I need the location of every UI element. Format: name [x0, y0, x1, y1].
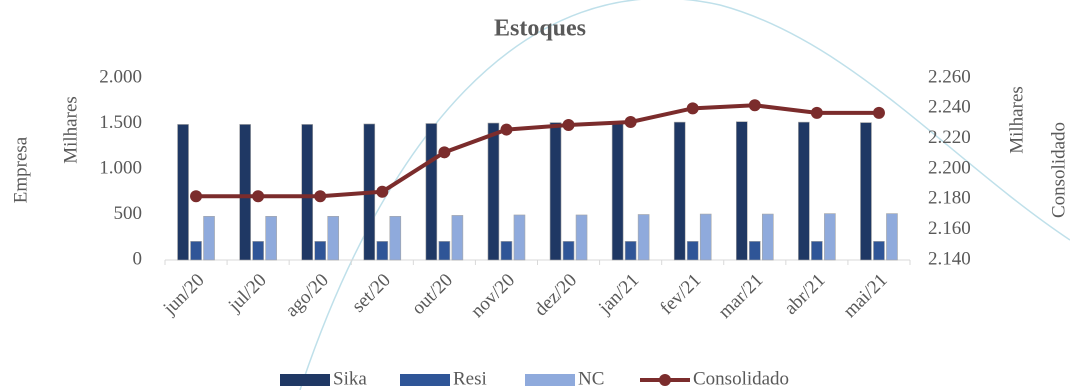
x-tick-label: ago/20 [281, 270, 332, 321]
legend-swatch [659, 374, 671, 386]
bar [748, 241, 761, 261]
x-tick-label: nov/20 [467, 270, 519, 322]
bar [798, 121, 810, 261]
legend-label: Sika [333, 368, 367, 389]
line-marker [252, 190, 265, 203]
bar [860, 122, 872, 261]
y2-unit-label: Milhares [1006, 86, 1027, 154]
bar [624, 241, 637, 261]
bar [686, 241, 699, 261]
bar [389, 216, 402, 261]
bar [487, 122, 500, 261]
y-tick-label: 0 [133, 248, 143, 269]
x-tick-label: abr/21 [780, 270, 829, 319]
bar [513, 214, 526, 261]
x-tick-label: mai/21 [839, 270, 891, 322]
bar [673, 121, 686, 261]
bar [637, 214, 650, 261]
y2-tick-label: 2.200 [928, 157, 971, 178]
bar [376, 241, 389, 261]
bar [252, 241, 264, 261]
legend-swatch [280, 374, 330, 386]
y2-tick-label: 2.140 [928, 248, 971, 269]
x-tick-label: dez/20 [530, 270, 581, 321]
y2-tick-label: 2.220 [928, 127, 971, 148]
bar [239, 124, 251, 261]
bar [500, 241, 513, 261]
bar [425, 123, 438, 261]
y2-tick-label: 2.240 [928, 97, 971, 118]
y2-tick-label: 2.260 [928, 66, 971, 87]
x-tick-label: jul/20 [224, 270, 271, 317]
x-tick-label: fev/21 [656, 270, 705, 319]
bar [301, 124, 314, 261]
y-axis-label: Empresa [10, 136, 31, 203]
y2-axis-label: Consolidado [1048, 122, 1069, 218]
bar [314, 241, 327, 261]
bar [735, 121, 748, 261]
y2-tick-label: 2.160 [928, 218, 971, 239]
x-tick-label: mar/21 [714, 270, 767, 323]
line-marker [810, 106, 823, 119]
line-marker [190, 190, 203, 203]
bar [451, 215, 464, 261]
bar [873, 241, 885, 261]
line-marker [624, 115, 637, 128]
x-tick-label: set/20 [348, 270, 395, 317]
line [196, 103, 879, 199]
bar [190, 241, 202, 261]
decor-curve [299, 0, 1070, 390]
legend-label: NC [578, 368, 604, 389]
y2-tick-label: 2.180 [928, 188, 971, 209]
bar [886, 213, 898, 261]
line-marker [438, 146, 451, 159]
bar [203, 216, 215, 261]
bar [811, 241, 823, 261]
bar [327, 216, 340, 261]
bar [699, 213, 712, 261]
line-marker [562, 119, 575, 132]
chart-title: Estoques [494, 16, 586, 42]
y-unit-label: Milhares [60, 96, 81, 164]
line-marker [686, 102, 699, 115]
x-tick-label: jan/21 [594, 270, 643, 319]
bar [575, 214, 588, 261]
line-marker [872, 106, 885, 119]
line-marker [748, 99, 761, 112]
y-tick-label: 1.500 [99, 112, 142, 133]
line-marker [314, 190, 327, 203]
legend-swatch [525, 374, 575, 386]
bar [177, 124, 189, 261]
bar [761, 213, 774, 261]
bar [562, 241, 575, 261]
line-marker [376, 185, 389, 198]
bar [824, 213, 836, 261]
legend-swatch [400, 374, 450, 386]
y-tick-label: 2.000 [99, 66, 142, 87]
legend-label: Consolidado [693, 368, 789, 389]
x-tick-label: out/20 [408, 270, 457, 319]
bar [611, 122, 624, 261]
line-marker [500, 123, 513, 136]
y-tick-label: 1.000 [99, 157, 142, 178]
bar [265, 216, 277, 261]
legend-label: Resi [453, 368, 487, 389]
x-tick-label: jun/20 [159, 270, 209, 320]
bar [549, 122, 562, 261]
y-tick-label: 500 [114, 203, 143, 224]
bar [438, 241, 451, 261]
